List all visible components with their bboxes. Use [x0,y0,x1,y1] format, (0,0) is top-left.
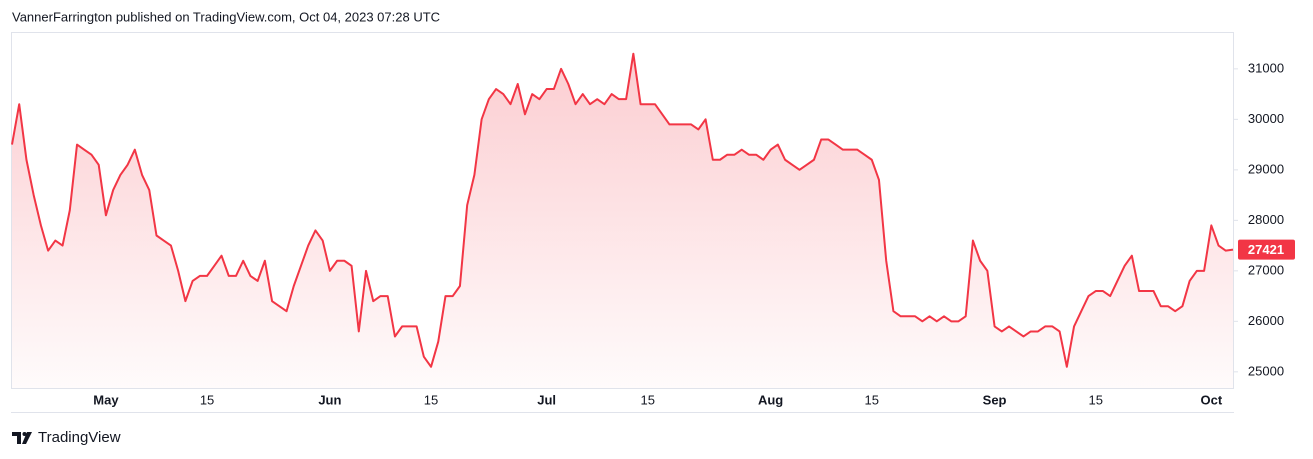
y-tick-label: 25000 [1248,363,1284,378]
x-tick-label: Oct [1200,392,1222,407]
x-tick-label: Aug [758,392,783,407]
y-tick-label: 30000 [1248,111,1284,126]
y-axis-area [1234,32,1313,412]
x-tick-label: May [93,392,119,407]
plot-frame [11,32,1234,389]
last-price-label: 27421 [1248,242,1284,257]
price-line [11,52,1234,368]
footer-text: TradingView [38,429,121,446]
x-tick-label: 15 [1088,392,1102,407]
header-text: VannerFarrington published on TradingVie… [12,9,440,24]
y-tick-label: 28000 [1248,212,1284,227]
last-price-box [1238,239,1295,260]
y-tick-label: 31000 [1248,60,1284,75]
y-tick-label: 26000 [1248,313,1284,328]
y-tick-label: 29000 [1248,161,1284,176]
area [12,53,1233,388]
x-tick-label: 15 [424,392,438,407]
logo [12,432,32,444]
x-tick-label: 15 [641,392,655,407]
x-tick-label: 15 [865,392,879,407]
x-tick-label: Sep [983,392,1007,407]
x-tick-label: Jul [537,392,556,407]
x-tick-label: Jun [318,392,341,407]
x-tick-label: 15 [200,392,214,407]
y-tick-label: 27000 [1248,262,1284,277]
